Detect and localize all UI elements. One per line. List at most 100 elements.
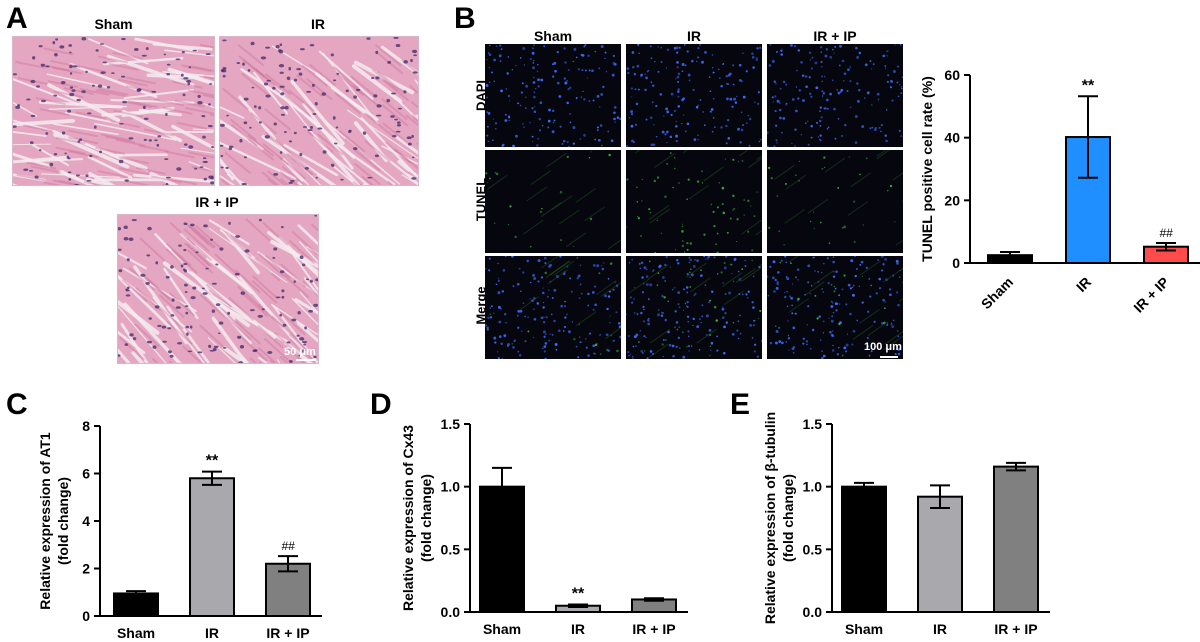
y-tick-label: 0.5: [441, 541, 461, 557]
x-tick-label: IR + IP: [266, 625, 309, 641]
fl-scale-bar: [880, 356, 898, 358]
chart-at1: 0 2 4 6 8 Sham ** IR ## IR + IP Relative expressio…: [37, 418, 322, 641]
fl-texture-tunel-sham: [485, 151, 621, 250]
error-bar: [854, 481, 874, 492]
error-bar: [1078, 95, 1098, 179]
significance-label: **: [1082, 77, 1095, 94]
error-bar: [202, 470, 222, 486]
he-label-ir-ip: IR + IP: [195, 194, 239, 210]
x-tick-label: IR: [933, 621, 947, 637]
x-tick-label: IR: [571, 621, 585, 637]
error-bar: [1006, 461, 1026, 472]
fl-texture-tunel-ir: [626, 150, 762, 253]
bar: [265, 562, 311, 617]
fl-col-ir-ip: IR + IP: [813, 28, 857, 44]
x-tick-label: IR: [205, 625, 219, 641]
bar: [993, 465, 1039, 614]
y-axis-label: Relative expression of β-tubulin: [762, 412, 778, 624]
y-tick-label: 0: [82, 608, 90, 624]
y-tick-label: 1.5: [441, 416, 461, 432]
y-tick-label: 2: [82, 561, 90, 577]
y-tick-label: 1.0: [441, 479, 461, 495]
chart-tunel-rate: 0 20 40 60 Sham ** IR ## IR + IP TUNEL positive c…: [919, 67, 1200, 316]
y-tick-label: 0.0: [803, 604, 823, 620]
x-tick-label: IR + IP: [632, 621, 675, 637]
fl-image-tunel-sham: [485, 150, 621, 253]
y-tick-label: 20: [944, 192, 960, 208]
y-tick-label: 6: [82, 466, 90, 482]
x-tick-label: IR + IP: [994, 621, 1037, 637]
error-bar: [278, 555, 298, 573]
he-texture-ir: [220, 37, 418, 185]
fl-image-dapi-sham: [485, 44, 621, 147]
error-bar: [1000, 251, 1020, 260]
y-tick-label: 0: [952, 255, 960, 271]
fl-texture-dapi-ir-ip: [767, 44, 903, 147]
fl-scale-label: 100 μm: [864, 341, 902, 353]
panel-letter-a: A: [6, 2, 28, 35]
y-axis-label: (fold change): [418, 474, 434, 562]
he-scale-bar: [296, 359, 316, 361]
x-tick-label: Sham: [483, 621, 521, 637]
fl-image-dapi-ir: [626, 44, 762, 147]
bar: [917, 495, 963, 613]
fl-image-merge-sham: [485, 256, 621, 359]
fl-image-tunel-ir-ip: [767, 150, 903, 253]
fl-image-dapi-ir-ip: [767, 44, 903, 147]
panel-letter-b: B: [454, 2, 476, 35]
chart-cx43: 0.0 0.5 1.0 1.5 Sham ** IR IR + IP Relative expr…: [400, 416, 688, 637]
significance-label: **: [572, 585, 585, 602]
bar: [841, 485, 887, 613]
y-tick-label: 8: [82, 418, 90, 434]
bar: [189, 477, 235, 617]
fl-texture-dapi-sham: [485, 44, 621, 147]
error-bar: [126, 590, 146, 597]
x-tick-label: Sham: [845, 621, 883, 637]
error-bar: [492, 466, 512, 507]
y-tick-label: 40: [944, 130, 960, 146]
he-image-ir: [219, 36, 419, 186]
significance-label: ##: [1159, 226, 1173, 240]
he-label-ir: IR: [311, 16, 325, 32]
fl-texture-merge-ir: [626, 256, 762, 359]
error-bar: [1156, 241, 1176, 252]
y-tick-label: 1.5: [803, 416, 823, 432]
fl-texture-merge-sham: [485, 256, 621, 359]
x-tick-label: Sham: [117, 625, 155, 641]
fl-col-sham: Sham: [533, 28, 573, 44]
chart-beta-tubulin: 0.0 0.5 1.0 1.5 Sham IR IR + IP Relative expres…: [762, 412, 1050, 637]
x-tick-label: Sham: [978, 274, 1016, 312]
y-axis-label: (fold change): [780, 474, 796, 562]
he-scale-label: 50 μm: [284, 346, 316, 358]
he-texture-ir-ip: [118, 215, 318, 363]
fl-texture-tunel-ir-ip: [767, 150, 903, 246]
he-texture-sham: [13, 37, 214, 185]
error-bar: [568, 603, 588, 608]
significance-label: **: [206, 453, 219, 470]
error-bar: [930, 484, 950, 509]
bar: [113, 592, 159, 617]
fl-image-merge-ir-ip: [767, 256, 903, 359]
fl-col-ir: IR: [687, 28, 701, 44]
y-tick-label: 1.0: [803, 479, 823, 495]
y-tick-label: 0.5: [803, 541, 823, 557]
fl-texture-dapi-ir: [626, 44, 762, 147]
panel-letter-c: C: [6, 388, 28, 421]
y-axis-label: (fold change): [55, 477, 71, 565]
fl-image-tunel-ir: [626, 150, 762, 253]
fl-texture-merge-ir-ip: [767, 256, 903, 359]
y-tick-label: 0.0: [441, 604, 461, 620]
he-image-ir-ip: 50 μm: [117, 214, 319, 364]
he-label-sham: Sham: [94, 16, 133, 32]
y-axis-label: TUNEL positive cell rate (%): [919, 76, 935, 262]
fl-image-merge-ir: [626, 256, 762, 359]
x-tick-label: IR: [1073, 274, 1094, 295]
bar: [479, 485, 525, 613]
x-tick-label: IR + IP: [1130, 274, 1172, 316]
y-axis-label: Relative expression of AT1: [37, 432, 53, 610]
panel-letter-d: D: [370, 388, 392, 421]
error-bar: [644, 597, 664, 602]
y-axis-label: Relative expression of Cx43: [400, 425, 416, 611]
panel-letter-e: E: [730, 388, 751, 421]
y-tick-label: 4: [82, 513, 90, 529]
